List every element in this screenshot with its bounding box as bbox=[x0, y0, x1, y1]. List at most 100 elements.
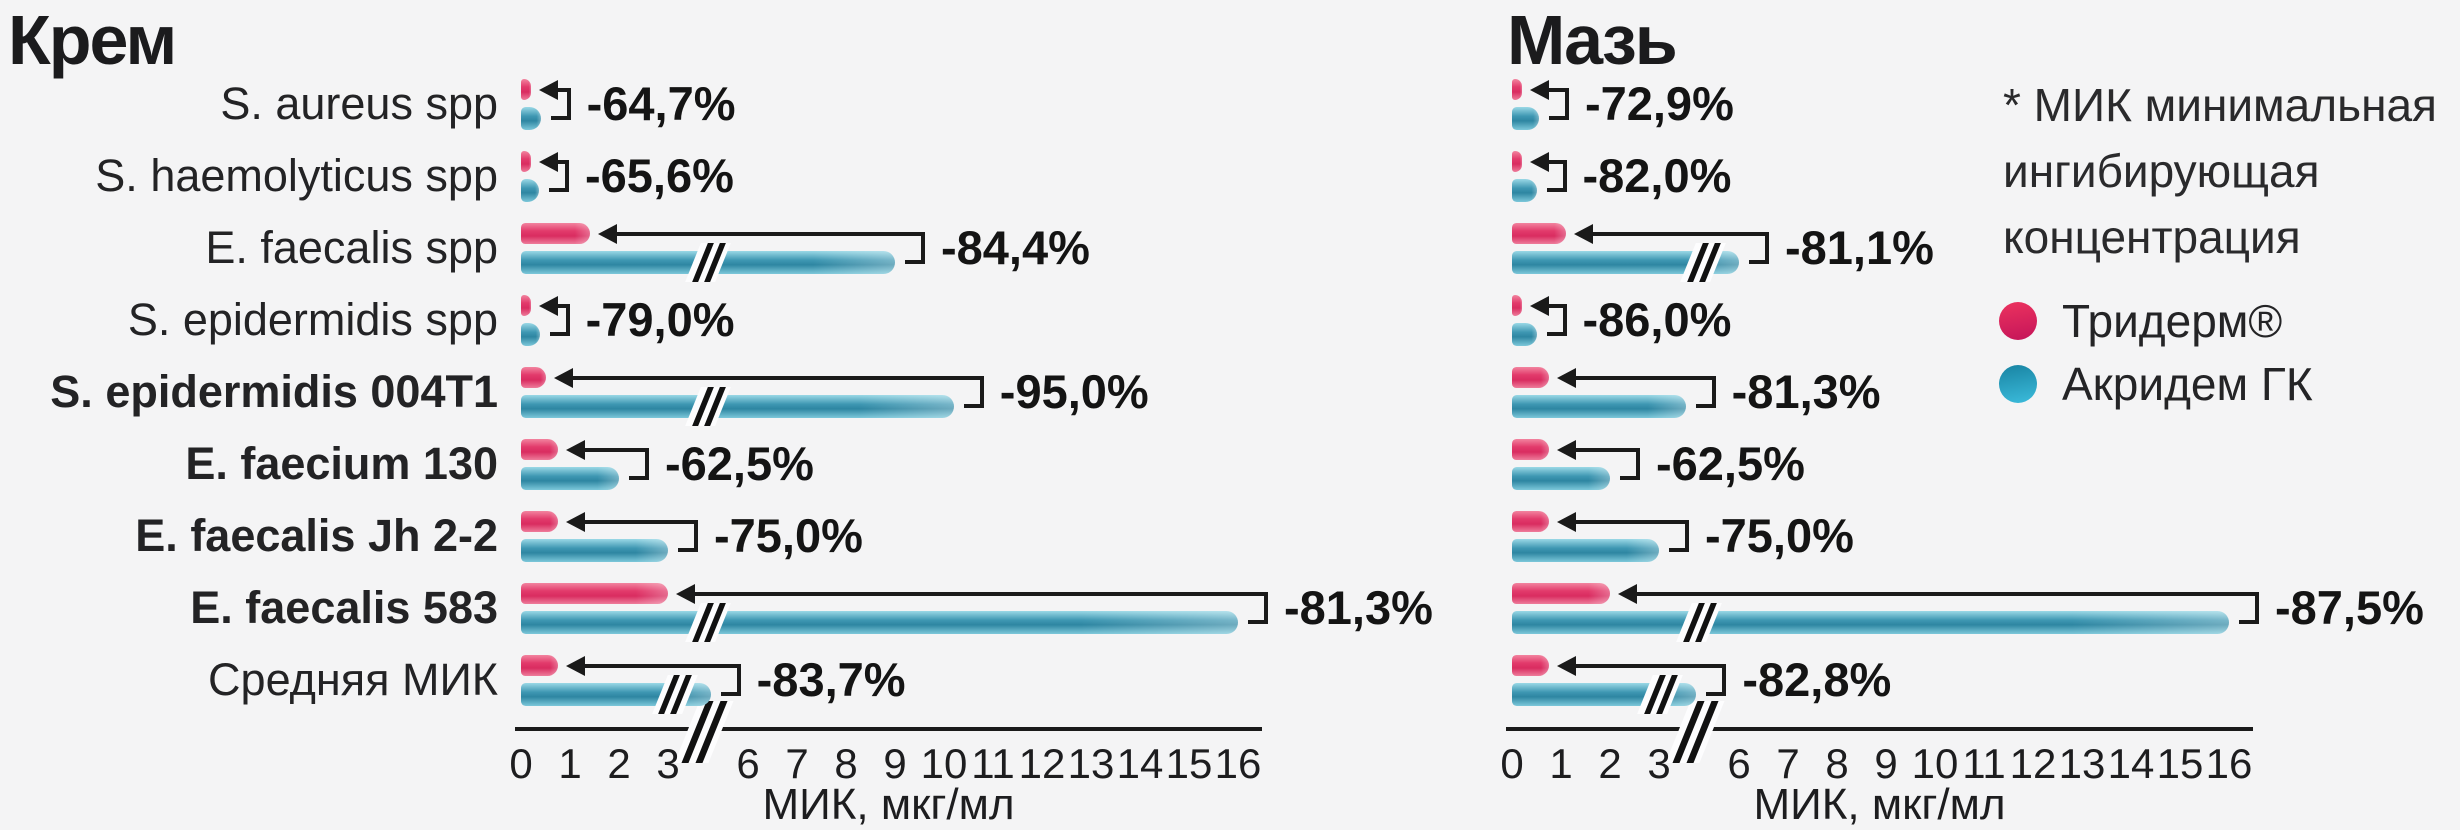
connector-arrow-icon bbox=[1556, 440, 1576, 460]
connector-line bbox=[1636, 592, 2259, 596]
bar-triderm bbox=[1512, 511, 1549, 532]
percent-label: -81,3% bbox=[1284, 581, 1433, 634]
percent-label: -82,0% bbox=[1582, 149, 1732, 202]
connector-line bbox=[557, 304, 570, 308]
bar-akridem bbox=[1512, 107, 1539, 130]
connector-line bbox=[583, 448, 649, 452]
bar-break bbox=[1676, 603, 1722, 642]
connector-arrow-icon bbox=[565, 512, 585, 532]
row-label: E. faecalis Jh 2-2 bbox=[135, 510, 498, 561]
connector-arrow-icon bbox=[676, 584, 695, 604]
row-label: E. faecalis 583 bbox=[190, 582, 498, 633]
connector-line bbox=[583, 664, 741, 668]
connector-arrow-icon bbox=[1556, 512, 1576, 532]
connector-arrow-icon bbox=[597, 224, 617, 244]
connector-stub bbox=[1669, 548, 1689, 552]
bar-akridem bbox=[1512, 611, 2229, 634]
connector-line bbox=[1548, 88, 1569, 92]
axis-tick: 11 bbox=[971, 740, 1015, 787]
axis-tick: 9 bbox=[883, 740, 907, 787]
axis-tick: 7 bbox=[1776, 740, 1800, 787]
connector-elbow bbox=[1636, 448, 1640, 480]
connector-arrow-icon bbox=[539, 296, 558, 316]
connector-arrow-icon bbox=[553, 368, 573, 388]
connector-elbow bbox=[1711, 376, 1716, 408]
connector-line bbox=[1548, 160, 1567, 164]
connector-arrow-icon bbox=[1530, 152, 1549, 172]
axis-tick: 2 bbox=[1598, 740, 1622, 787]
connector-line bbox=[1574, 520, 1689, 524]
bar-triderm bbox=[521, 439, 558, 460]
axis-tick: 12 bbox=[1018, 740, 1066, 787]
axis-tick: 16 bbox=[1214, 740, 1262, 787]
axis-tick: 15 bbox=[1165, 740, 1213, 787]
axis-line bbox=[515, 727, 1262, 731]
row-label: E. faecium 130 bbox=[185, 438, 498, 489]
connector-arrow-icon bbox=[1530, 80, 1549, 100]
connector-stub bbox=[2239, 620, 2259, 624]
bar-triderm bbox=[521, 79, 531, 100]
axis-tick: 0 bbox=[1500, 740, 1524, 787]
bar-triderm bbox=[521, 223, 590, 244]
connector-arrow-icon bbox=[539, 152, 558, 172]
bar-triderm bbox=[521, 295, 531, 316]
connector-elbow bbox=[566, 88, 571, 120]
percent-label: -72,9% bbox=[1584, 77, 1734, 130]
akridem-color-dot-icon bbox=[1999, 365, 2037, 403]
bar-triderm bbox=[521, 511, 558, 532]
connector-arrow-icon bbox=[565, 440, 585, 460]
connector-elbow bbox=[1564, 88, 1569, 120]
bar-akridem bbox=[1512, 539, 1659, 562]
bar-break bbox=[1637, 675, 1684, 714]
connector-arrow-icon bbox=[1556, 368, 1576, 388]
connector-line bbox=[1591, 232, 1769, 236]
connector-line bbox=[694, 592, 1268, 596]
axis-tick: 12 bbox=[2009, 740, 2057, 787]
chart-title-ointment: Мазь bbox=[1507, 1, 1678, 79]
mic-footnote: * МИК минимальная ингибирующая концентра… bbox=[2003, 72, 2437, 270]
connector-stub bbox=[963, 404, 984, 408]
connector-stub bbox=[1695, 404, 1716, 408]
row-label: S. epidermidis 004T1 bbox=[50, 366, 498, 417]
axis-tick: 6 bbox=[736, 740, 760, 787]
row-label: S. aureus spp bbox=[220, 78, 498, 129]
connector-line bbox=[615, 232, 925, 236]
connector-stub bbox=[1749, 260, 1769, 264]
connector-arrow-icon bbox=[1556, 656, 1576, 676]
connector-line bbox=[557, 88, 571, 92]
connector-stub bbox=[1548, 116, 1569, 120]
axis-tick: 0 bbox=[509, 740, 533, 787]
legend-label-akridem: Акридем ГК bbox=[2062, 358, 2313, 410]
bar-break bbox=[685, 603, 731, 642]
axis-tick: 1 bbox=[1549, 740, 1573, 787]
connector-line bbox=[557, 160, 569, 164]
bar-akridem bbox=[1512, 395, 1686, 418]
percent-label: -64,7% bbox=[586, 77, 736, 130]
bar-akridem bbox=[521, 467, 619, 490]
connector-elbow bbox=[2255, 592, 2259, 624]
axis-line bbox=[1506, 727, 2253, 731]
row-label: Средняя МИК bbox=[208, 654, 498, 705]
connector-elbow bbox=[736, 664, 741, 696]
connector-line bbox=[1574, 448, 1640, 452]
row-label: S. haemolyticus spp bbox=[95, 150, 498, 201]
connector-elbow bbox=[1722, 664, 1727, 696]
bar-triderm bbox=[521, 583, 668, 604]
bar-akridem bbox=[1512, 467, 1610, 490]
bar-triderm bbox=[521, 151, 531, 172]
bar-akridem bbox=[521, 395, 954, 418]
axis-tick: 13 bbox=[1067, 740, 1115, 787]
connector-stub bbox=[549, 332, 570, 336]
axis-title: МИК, мкг/мл bbox=[1753, 780, 2006, 829]
percent-label: -83,7% bbox=[756, 653, 906, 706]
chart-title-cream: Крем bbox=[8, 1, 177, 79]
connector-elbow bbox=[565, 160, 569, 192]
bar-akridem bbox=[521, 539, 668, 562]
triderm-color-dot-icon bbox=[1999, 302, 2037, 340]
bar-akridem bbox=[521, 611, 1238, 634]
axis-tick: 8 bbox=[1825, 740, 1849, 787]
axis-tick: 3 bbox=[1647, 740, 1671, 787]
axis-tick: 8 bbox=[834, 740, 858, 787]
connector-stub bbox=[1546, 188, 1567, 192]
